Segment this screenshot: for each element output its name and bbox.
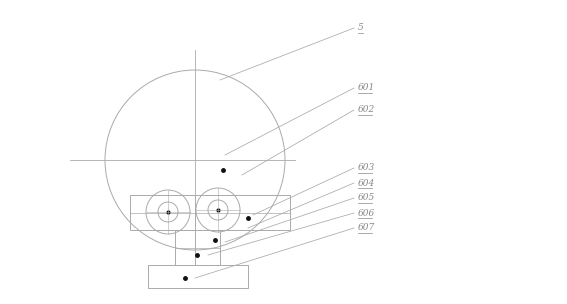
Text: 602: 602: [358, 105, 375, 115]
Text: 605: 605: [358, 194, 375, 202]
Bar: [175, 230, 220, 265]
Text: 603: 603: [358, 164, 375, 172]
Bar: [148, 265, 248, 288]
Text: 606: 606: [358, 209, 375, 217]
Text: 604: 604: [358, 178, 375, 188]
Text: 607: 607: [358, 223, 375, 233]
Text: 5: 5: [358, 23, 364, 33]
Bar: [130, 195, 290, 230]
Text: 601: 601: [358, 84, 375, 92]
